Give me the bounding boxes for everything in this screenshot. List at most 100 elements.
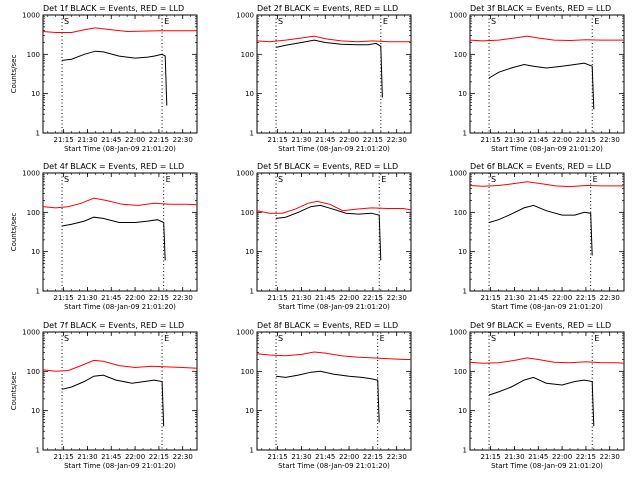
marker-label-e: E — [166, 175, 171, 184]
y-axis-label: Counts/sec — [10, 372, 18, 411]
x-axis-label: Start Time (08-Jan-09 21:01:20) — [491, 145, 603, 153]
x-axis-label: Start Time (08-Jan-09 21:01:20) — [491, 462, 603, 470]
x-tick-label: 22:15 — [363, 453, 383, 461]
marker-label-s: S — [64, 334, 69, 343]
marker-label-s: S — [278, 334, 283, 343]
x-tick-label: 22:30 — [387, 136, 407, 144]
x-axis-label: Start Time (08-Jan-09 21:01:20) — [278, 145, 390, 153]
y-tick-label: 1000 — [449, 12, 467, 20]
x-tick-label: 22:15 — [149, 453, 169, 461]
y-tick-label: 100 — [241, 209, 254, 217]
series-line-1 — [488, 62, 595, 110]
x-tick-label: 21:15 — [481, 136, 501, 144]
chart-panel-1: Det 1f BLACK = Events, RED = LLD 1 10 100 10… — [10, 4, 198, 153]
marker-label-s: S — [491, 17, 496, 26]
x-tick-label: 22:15 — [576, 453, 596, 461]
x-axis-label: Start Time (08-Jan-09 21:01:20) — [278, 303, 390, 311]
x-tick-label: 21:45 — [315, 136, 335, 144]
x-tick-label: 22:00 — [339, 453, 359, 461]
y-tick-label: 100 — [241, 51, 254, 59]
x-axis-label: Start Time (08-Jan-09 21:01:20) — [64, 145, 176, 153]
x-axis-label: Start Time (08-Jan-09 21:01:20) — [64, 462, 176, 470]
x-tick-label: 22:00 — [339, 136, 359, 144]
series-line-0 — [42, 359, 198, 372]
marker-label-e: E — [164, 17, 169, 26]
x-tick-label: 22:30 — [600, 294, 620, 302]
marker-label-s: S — [491, 334, 496, 343]
marker-label-e: E — [594, 334, 599, 343]
plot-frame — [469, 172, 625, 292]
x-tick-label: 21:15 — [268, 294, 288, 302]
y-tick-label: 10 — [31, 407, 40, 415]
marker-label-s: S — [278, 175, 283, 184]
series-line-0 — [469, 181, 624, 188]
series-line-1 — [62, 50, 168, 106]
x-tick-label: 22:30 — [387, 294, 407, 302]
chart-panel-3: Det 3f BLACK = Events, RED = LLD 1 10 100 10… — [449, 4, 625, 153]
y-tick-label: 10 — [31, 248, 40, 256]
x-tick-label: 22:30 — [600, 136, 620, 144]
series-line-1 — [488, 204, 593, 256]
series-line-0 — [42, 27, 197, 33]
x-tick-label: 22:15 — [363, 294, 383, 302]
y-tick-label: 1 — [250, 288, 254, 296]
y-tick-label: 1 — [463, 130, 467, 138]
x-tick-label: 21:15 — [268, 136, 288, 144]
plot-frame — [256, 172, 412, 292]
series-line-0 — [256, 351, 411, 360]
y-tick-label: 100 — [454, 209, 467, 217]
x-tick-label: 22:30 — [173, 136, 193, 144]
x-tick-label: 22:00 — [125, 294, 145, 302]
x-tick-label: 21:15 — [481, 294, 501, 302]
x-tick-label: 21:30 — [77, 453, 97, 461]
series-line-0 — [42, 197, 198, 209]
x-tick-label: 21:30 — [291, 136, 311, 144]
plot-frame — [469, 14, 625, 134]
series-line-1 — [276, 204, 382, 261]
x-tick-label: 22:30 — [173, 453, 193, 461]
x-tick-label: 21:30 — [504, 453, 524, 461]
x-axis-label: Start Time (08-Jan-09 21:01:20) — [64, 303, 176, 311]
x-tick-label: 21:30 — [504, 294, 524, 302]
series-line-1 — [62, 216, 166, 261]
x-tick-label: 21:15 — [268, 453, 288, 461]
x-tick-label: 21:45 — [315, 294, 335, 302]
series-line-0 — [256, 35, 411, 43]
y-tick-label: 10 — [245, 90, 254, 98]
marker-label-s: S — [64, 175, 69, 184]
plot-frame — [42, 172, 198, 292]
marker-label-e: E — [381, 175, 386, 184]
y-tick-label: 100 — [27, 209, 40, 217]
y-axis-label: Counts/sec — [10, 213, 18, 252]
y-axis-label: Counts/sec — [10, 55, 18, 94]
y-tick-label: 1000 — [22, 170, 40, 178]
y-tick-label: 100 — [241, 368, 254, 376]
x-tick-label: 22:00 — [552, 294, 572, 302]
y-tick-label: 1000 — [449, 329, 467, 337]
y-tick-label: 10 — [245, 248, 254, 256]
chart-panel-4: Det 4f BLACK = Events, RED = LLD 1 10 100 10… — [10, 162, 198, 311]
y-tick-label: 1 — [463, 288, 467, 296]
y-tick-label: 100 — [27, 368, 40, 376]
x-tick-label: 21:15 — [481, 453, 501, 461]
chart-panel-2: Det 2f BLACK = Events, RED = LLD 1 10 100 10… — [236, 4, 412, 153]
y-tick-label: 100 — [454, 51, 467, 59]
x-tick-label: 21:30 — [77, 136, 97, 144]
x-tick-label: 21:45 — [101, 136, 121, 144]
chart-panel-9: Det 9f BLACK = Events, RED = LLD 1 10 100 10… — [449, 321, 625, 470]
marker-label-e: E — [594, 17, 599, 26]
panel-title: Det 1f BLACK = Events, RED = LLD — [43, 4, 184, 13]
x-tick-label: 22:30 — [173, 294, 193, 302]
series-line-0 — [469, 35, 624, 42]
y-tick-label: 1000 — [449, 170, 467, 178]
plot-frame — [256, 14, 412, 134]
y-tick-label: 100 — [454, 368, 467, 376]
marker-label-s: S — [64, 17, 69, 26]
marker-label-e: E — [380, 334, 385, 343]
x-tick-label: 22:15 — [149, 136, 169, 144]
y-tick-label: 1 — [36, 447, 40, 455]
x-tick-label: 21:30 — [291, 294, 311, 302]
y-tick-label: 10 — [245, 407, 254, 415]
x-tick-label: 21:30 — [504, 136, 524, 144]
